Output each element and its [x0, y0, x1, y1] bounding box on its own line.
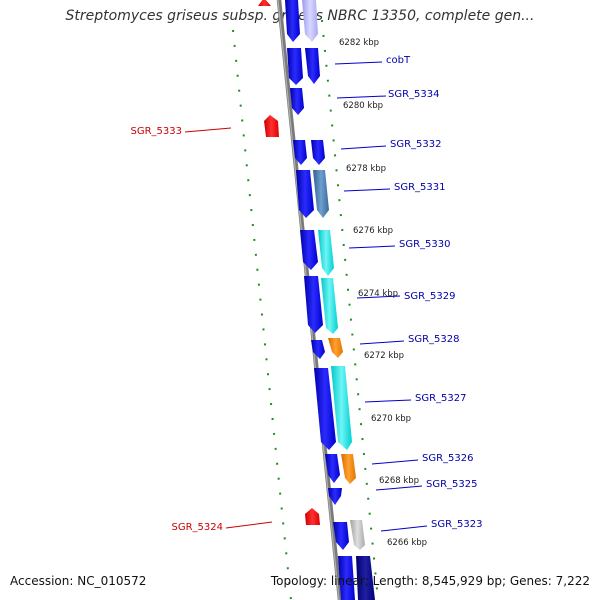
gene-label-cobt: cobT [386, 55, 411, 66]
gene-block [311, 140, 325, 165]
scale-label: 6270 kbp [371, 414, 411, 424]
gene-label-sgr-5323: SGR_5323 [431, 519, 483, 530]
scale-label: 6274 kbp [358, 289, 398, 299]
gene-label-sgr-5324: SGR_5324 [172, 522, 224, 533]
scale-label: 6272 kbp [364, 351, 404, 361]
gene-label-sgr-5332: SGR_5332 [390, 139, 442, 150]
gene-block [333, 522, 349, 550]
gene-label-sgr-5329: SGR_5329 [404, 291, 456, 302]
plus-leader-lines [334, 61, 428, 532]
gene-block [287, 48, 303, 85]
topology-label: Topology: linear; Length: 8,545,929 bp; … [270, 574, 590, 588]
plus-genes-right [302, 0, 375, 600]
gene-block [285, 0, 300, 42]
scale-label: 6278 kbp [346, 164, 386, 174]
scale-label: 6280 kbp [343, 101, 383, 111]
gene-block [314, 368, 336, 450]
gene-label-sgr-5326: SGR_5326 [422, 453, 474, 464]
gene-block [350, 520, 365, 550]
gene-block [328, 338, 343, 358]
minus-gene-labels: SGR_5333 SGR_5324 [131, 126, 224, 533]
gene-block [305, 48, 320, 84]
gene-block [302, 0, 318, 42]
gene-label-sgr-5327: SGR_5327 [415, 393, 467, 404]
plus-genes-left [285, 0, 355, 600]
gene-block [290, 88, 304, 115]
scale-label: 6266 kbp [387, 538, 427, 548]
gene-block [356, 556, 375, 600]
scale-label: 6282 kbp [339, 38, 379, 48]
gene-block [321, 278, 338, 334]
gene-block [341, 454, 356, 484]
gene-block [304, 276, 323, 333]
gene-label-sgr-5328: SGR_5328 [408, 334, 460, 345]
gene-block [318, 230, 334, 276]
gene-block [300, 230, 318, 270]
gene-block [328, 488, 342, 505]
plus-gene-labels: cobT SGR_5334 SGR_5332 SGR_5331 SGR_5330… [386, 55, 483, 530]
scale-label: 6268 kbp [379, 476, 419, 486]
gene-block [338, 556, 355, 600]
genome-title: Streptomyces griseus subsp. griseus NBRC… [65, 8, 535, 24]
gene-label-sgr-5325: SGR_5325 [426, 479, 478, 490]
accession-label: Accession: NC_010572 [10, 574, 147, 588]
minus-gene-sgr-5333 [264, 115, 279, 137]
minus-leader-lines [184, 127, 273, 529]
gene-block [311, 340, 325, 359]
scale-label: 6276 kbp [353, 226, 393, 236]
gene-label-sgr-5331: SGR_5331 [394, 182, 446, 193]
gene-label-sgr-5330: SGR_5330 [399, 239, 451, 250]
gene-block [325, 454, 340, 483]
gene-block [331, 366, 352, 450]
gene-block [313, 170, 329, 218]
minus-gene-sgr-5324 [305, 508, 320, 525]
scale-labels: 6282 kbp 6280 kbp 6278 kbp 6276 kbp 6274… [339, 38, 427, 548]
gene-block [296, 170, 314, 218]
gene-label-sgr-5334: SGR_5334 [388, 89, 440, 100]
minus-gene-top-partial [258, 0, 271, 6]
gene-label-sgr-5333: SGR_5333 [131, 126, 183, 137]
minus-track-dots [232, 29, 292, 600]
gene-block [293, 140, 307, 165]
